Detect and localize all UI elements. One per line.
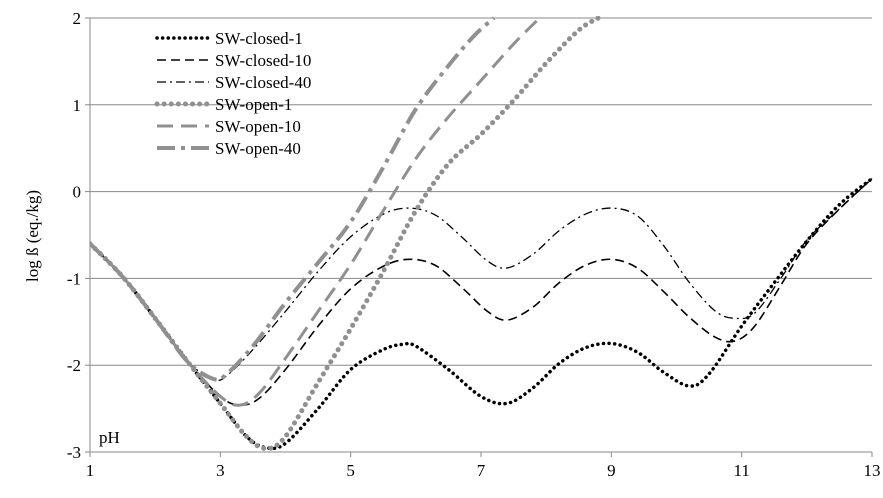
y-tick-label: -2	[67, 356, 81, 375]
series-lines	[90, 16, 874, 452]
y-axis-title: log ß (eq./kg)	[23, 190, 42, 282]
y-tick-label: 1	[73, 96, 82, 115]
legend-label: SW-open-10	[215, 117, 301, 136]
legend-label: SW-closed-1	[215, 29, 303, 48]
legend-label: SW-open-40	[215, 139, 301, 158]
y-tick-label: -3	[67, 443, 81, 462]
legend: SW-closed-1 SW-closed-10 SW-closed-40 SW-op…	[154, 29, 311, 158]
x-tick-label: 3	[216, 461, 225, 480]
legend-label: SW-closed-10	[215, 51, 311, 70]
y-tick-label: -1	[67, 269, 81, 288]
axes	[85, 17, 873, 457]
x-tick-label: 9	[607, 461, 616, 480]
gridlines	[90, 17, 872, 366]
x-tick-label: 11	[733, 461, 749, 480]
series-line-3	[90, 178, 873, 381]
series-line-5	[90, 16, 541, 407]
x-tick-label: 5	[346, 461, 355, 480]
legend-label: SW-closed-40	[215, 73, 311, 92]
x-tick-label: 1	[86, 461, 95, 480]
y-tick-label: 0	[73, 183, 82, 202]
series-line-2	[90, 177, 873, 406]
ph-annotation: pH	[99, 428, 120, 447]
series-line-1	[90, 176, 874, 451]
x-tick-label: 13	[864, 461, 881, 480]
x-tick-label: 7	[477, 461, 486, 480]
legend-label: SW-open-1	[215, 95, 292, 114]
y-tick-label: 2	[73, 9, 82, 28]
series-line-6	[90, 16, 496, 382]
